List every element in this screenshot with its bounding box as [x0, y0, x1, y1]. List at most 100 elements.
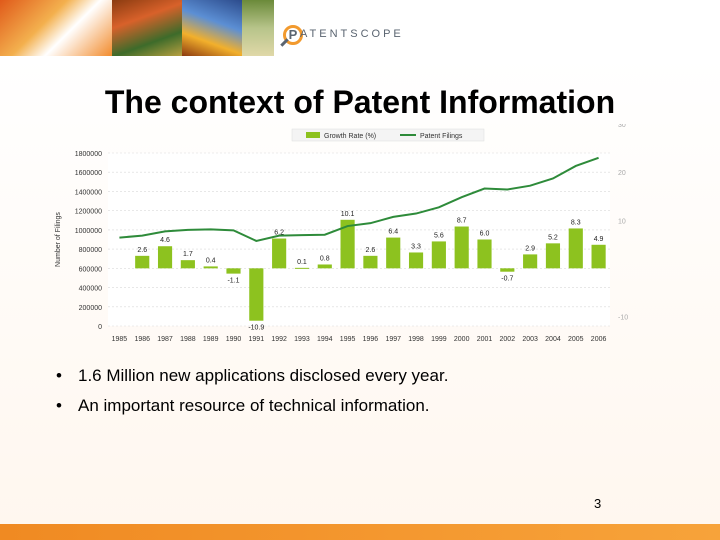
- bar: [431, 241, 446, 269]
- x-tick-label: 1998: [408, 336, 424, 343]
- bar-data-label: 5.2: [548, 234, 558, 241]
- patentscope-logo-icon: P: [283, 25, 303, 45]
- bar-data-label: 10.1: [341, 211, 355, 218]
- bar: [135, 255, 150, 269]
- footer-band: [0, 524, 720, 540]
- bar: [317, 264, 332, 269]
- x-tick-label: 1987: [157, 336, 173, 343]
- header-photo: [182, 0, 242, 56]
- logo-band: [274, 0, 720, 56]
- bar-data-label: 2.9: [525, 245, 535, 252]
- bar-data-label: 6.4: [388, 229, 398, 236]
- bar: [454, 226, 469, 269]
- y2-tick-label: 20: [618, 170, 626, 177]
- x-tick-label: 1988: [180, 336, 196, 343]
- x-tick-label: 2003: [522, 336, 538, 343]
- bullet-item: • An important resource of technical info…: [56, 396, 430, 415]
- bar: [294, 267, 310, 269]
- bar: [568, 228, 583, 269]
- bar-data-label: -0.7: [501, 276, 513, 283]
- y-axis-label: Number of Filings: [55, 212, 62, 267]
- plot-area: [108, 153, 610, 326]
- bar-data-label: 0.1: [297, 259, 307, 266]
- x-tick-label: 1994: [317, 336, 333, 343]
- y-tick-label: 400000: [79, 286, 102, 293]
- bar-data-label: 2.6: [137, 247, 147, 254]
- bar-data-label: 8.3: [571, 219, 581, 226]
- bar: [157, 246, 173, 269]
- y-tick-label: 1200000: [75, 209, 102, 216]
- header-photo: [0, 0, 112, 56]
- x-tick-label: 2005: [568, 336, 584, 343]
- bar: [523, 254, 538, 269]
- bar: [203, 266, 218, 269]
- bar: [249, 268, 264, 321]
- y-tick-label: 0: [98, 324, 102, 331]
- legend-box: [291, 128, 485, 142]
- bar: [477, 239, 492, 269]
- bar-data-label: 6.0: [480, 231, 490, 238]
- chart: 0 200000 400000 600000 800000 1000000 1200000 1…: [0, 26, 720, 369]
- bar-data-label: 2.6: [366, 247, 376, 254]
- x-tick-label: 1986: [134, 336, 150, 343]
- bar-data-label: 1.7: [183, 251, 193, 258]
- y-tick-label: 1400000: [75, 189, 102, 196]
- bar: [180, 260, 195, 269]
- x-tick-label: 1990: [226, 336, 242, 343]
- x-tick-label: 1995: [340, 336, 356, 343]
- chart-svg: 0 200000 400000 600000 800000 1000000 1200000 1…: [55, 26, 628, 369]
- x-tick-label: 1985: [112, 336, 128, 343]
- y-tick-label: 1000000: [75, 228, 102, 235]
- y-tick-label: 600000: [79, 266, 102, 273]
- patentscope-logo-text: ATENTSCOPE: [300, 28, 404, 40]
- bar-data-label: 3.3: [411, 243, 421, 250]
- bar-data-label: 4.6: [160, 237, 170, 244]
- y-tick-label: 800000: [79, 247, 102, 254]
- x-tick-label: 1991: [249, 336, 265, 343]
- x-tick-label: 2004: [545, 336, 561, 343]
- y-tick-label: 1600000: [75, 170, 102, 177]
- bar: [500, 268, 515, 272]
- header-photo: [112, 0, 182, 56]
- bar-data-label: -10.9: [248, 325, 264, 332]
- bar-data-label: 0.4: [206, 257, 216, 264]
- slide-title: The context of Patent Information: [104, 84, 616, 120]
- bar: [386, 237, 401, 269]
- x-tick-label: 2001: [477, 336, 493, 343]
- bar-data-label: 5.6: [434, 232, 444, 239]
- series-line: [119, 156, 599, 242]
- x-tick-label: 1997: [385, 336, 401, 343]
- x-tick-label: 1992: [271, 336, 287, 343]
- bar: [408, 252, 424, 269]
- y2-tick-label: 30: [618, 124, 626, 129]
- x-tick-label: 1996: [363, 336, 379, 343]
- y-tick-label: 1800000: [75, 151, 102, 158]
- bar-data-label: 0.8: [320, 255, 330, 262]
- legend-swatch-bar: [306, 132, 320, 138]
- x-tick-label: 1993: [294, 336, 310, 343]
- bullet-item: • 1.6 Million new applications disclosed …: [56, 366, 449, 385]
- y2-tick-label: 10: [618, 218, 626, 225]
- bar-data-label: 4.9: [594, 236, 604, 243]
- bar: [340, 219, 355, 269]
- legend-label: Growth Rate (%): [324, 133, 376, 140]
- bar: [363, 255, 378, 269]
- y2-tick-label: -10: [618, 314, 628, 321]
- x-tick-label: 1999: [431, 336, 447, 343]
- bar-data-label: 6.2: [274, 230, 284, 237]
- x-tick-label: 2006: [591, 336, 607, 343]
- bar: [545, 243, 561, 269]
- bullet-list: • 1.6 Million new applications disclosed …: [56, 366, 448, 426]
- x-tick-label: 1989: [203, 336, 219, 343]
- bar: [272, 238, 287, 269]
- bar-data-label: -1.1: [227, 278, 239, 285]
- bar: [591, 244, 606, 269]
- x-tick-label: 2002: [500, 336, 516, 343]
- page-number: 3: [594, 496, 602, 511]
- x-tick-label: 2000: [454, 336, 470, 343]
- bar-data-label: 8.7: [457, 218, 467, 225]
- header-photo: [242, 0, 274, 56]
- legend-label: Patent Filings: [420, 133, 463, 140]
- bar: [226, 268, 241, 274]
- y-tick-label: 200000: [79, 305, 102, 312]
